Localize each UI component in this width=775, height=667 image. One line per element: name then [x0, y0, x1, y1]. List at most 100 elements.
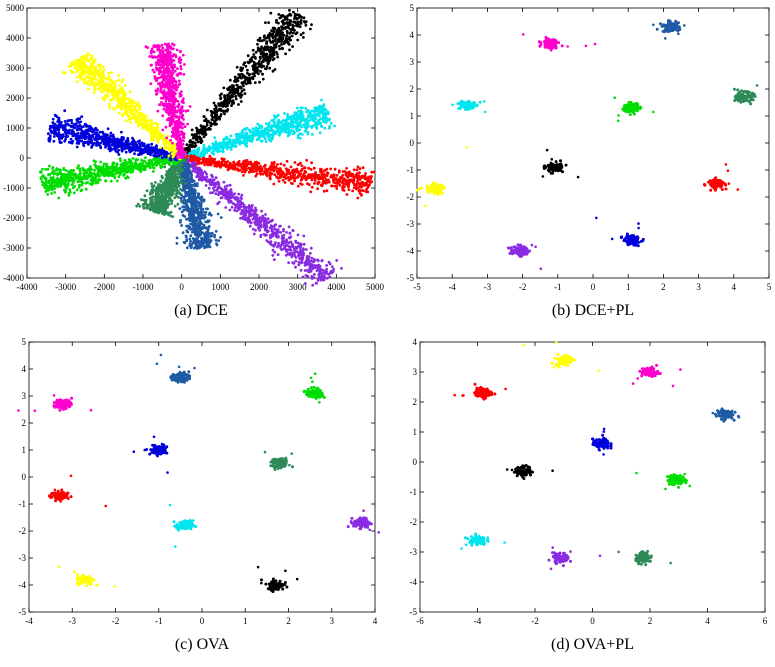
data-point — [325, 174, 328, 177]
data-point — [346, 193, 349, 196]
data-point — [50, 192, 53, 195]
data-point — [300, 33, 303, 36]
data-point — [321, 118, 324, 121]
data-point — [61, 173, 64, 176]
data-point — [149, 207, 152, 210]
data-point — [99, 174, 102, 177]
data-point — [186, 204, 189, 207]
data-point — [311, 277, 314, 280]
data-point — [210, 179, 213, 182]
data-point — [279, 126, 282, 129]
data-point — [206, 109, 209, 112]
data-point — [258, 65, 261, 68]
data-point — [310, 247, 313, 250]
data-point — [273, 118, 276, 121]
data-point — [300, 126, 303, 129]
data-point — [157, 211, 160, 214]
data-point — [323, 190, 326, 193]
data-point — [177, 172, 180, 175]
data-point — [198, 132, 201, 135]
data-point — [327, 273, 330, 276]
y-tick-label: 1000 — [6, 123, 25, 133]
data-point — [356, 181, 359, 184]
y-tick-label: -2000 — [3, 213, 24, 223]
data-point — [81, 177, 84, 180]
data-point — [249, 130, 252, 133]
data-point — [197, 148, 200, 151]
data-point — [65, 169, 68, 172]
data-point — [230, 148, 233, 151]
data-point — [278, 17, 281, 20]
data-point — [272, 40, 275, 43]
data-point — [168, 178, 171, 181]
data-point — [121, 166, 124, 169]
x-tick-label: -2000 — [94, 282, 115, 292]
data-point — [287, 123, 290, 126]
data-point — [270, 29, 273, 32]
data-point — [53, 179, 56, 182]
data-point — [124, 162, 127, 165]
data-point — [195, 244, 198, 247]
data-point — [209, 183, 212, 186]
y-tick-label: -1000 — [3, 183, 24, 193]
data-point — [347, 186, 350, 189]
data-point — [311, 115, 314, 118]
data-point — [258, 48, 261, 51]
data-point — [221, 189, 224, 192]
data-point — [282, 21, 285, 24]
data-point — [187, 200, 190, 203]
data-point — [271, 161, 274, 164]
data-point — [41, 168, 44, 171]
data-point — [251, 77, 254, 80]
data-point — [244, 92, 247, 95]
data-point — [293, 131, 296, 134]
data-point — [305, 20, 308, 23]
data-point — [315, 127, 318, 130]
data-point — [189, 228, 192, 231]
data-point — [191, 157, 194, 160]
data-point — [294, 161, 297, 164]
data-point — [116, 171, 119, 174]
data-point — [262, 52, 265, 55]
data-point — [179, 207, 182, 210]
data-point — [177, 196, 180, 199]
data-point — [317, 278, 320, 281]
data-point — [295, 171, 298, 174]
data-point — [274, 28, 277, 31]
data-point — [42, 174, 45, 177]
data-point — [156, 197, 159, 200]
data-point — [341, 189, 344, 192]
data-point — [256, 123, 259, 126]
data-point — [172, 174, 175, 177]
data-point — [67, 182, 70, 185]
data-point — [190, 150, 193, 153]
data-point — [318, 274, 321, 277]
data-point — [204, 239, 207, 242]
data-point — [239, 212, 242, 215]
data-point — [193, 167, 196, 170]
data-point — [164, 208, 167, 211]
data-point — [93, 177, 96, 180]
data-point — [194, 238, 197, 241]
data-point — [234, 95, 237, 98]
data-point — [193, 210, 196, 213]
data-point — [289, 245, 292, 248]
data-point — [60, 180, 63, 183]
data-point — [277, 119, 280, 122]
data-point — [285, 254, 288, 257]
data-point — [237, 193, 240, 196]
data-point — [266, 45, 269, 48]
data-point — [243, 204, 246, 207]
data-point — [208, 213, 211, 216]
data-point — [255, 170, 258, 173]
data-point — [275, 51, 278, 54]
data-point — [300, 106, 303, 109]
data-point — [226, 96, 229, 99]
data-point — [201, 200, 204, 203]
data-point — [284, 16, 287, 19]
data-point — [183, 202, 186, 205]
data-point — [351, 190, 354, 193]
data-point — [334, 168, 337, 171]
data-point — [254, 215, 257, 218]
